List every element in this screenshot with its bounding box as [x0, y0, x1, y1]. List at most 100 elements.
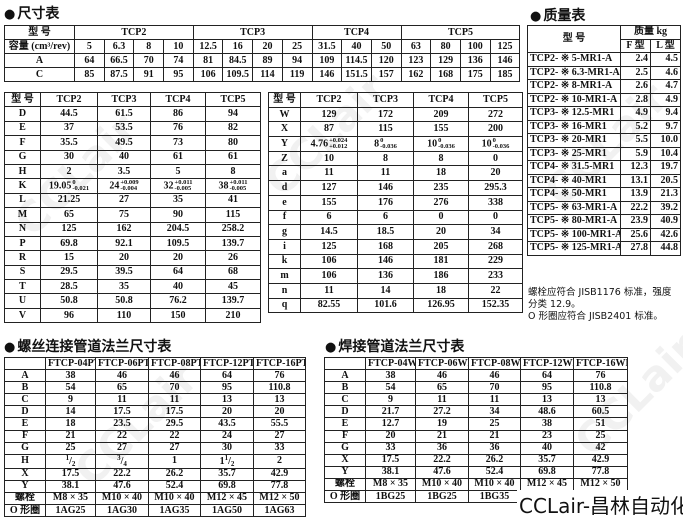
table-cell: 200 [468, 121, 523, 138]
table-cell: M10 × 40 [95, 491, 149, 506]
table-cell: 129 [430, 53, 461, 68]
capacity-value: 63 [400, 39, 432, 54]
row-label: A [4, 53, 75, 68]
table-cell: M8 × 35 [45, 491, 96, 506]
table-row: N 125 162 204.5 258.2 [4, 221, 261, 237]
table-cell: 27 [97, 192, 151, 209]
mass-value: 27.8 [620, 241, 651, 256]
column-header: 型 号 [268, 92, 301, 108]
mass-value: 19.7 [650, 160, 681, 175]
capacity-value: 25 [281, 39, 313, 54]
model-name: TCP2- ※ 10-MR1-A [527, 92, 621, 107]
tolerance-base: 8 [374, 138, 380, 150]
mass-value: 25.6 [620, 227, 651, 242]
table-cell: 13 [253, 393, 306, 407]
tolerance-base: 32 [163, 180, 174, 192]
table-cell: 82 [205, 120, 261, 137]
tolerance-base: 10 [427, 138, 438, 150]
table-cell: 151.5 [341, 67, 372, 82]
dimensions-table-right: 型 号 TCP2 TCP3 TCP4 TCP5 W 129 172 209 272 X 87 115 15… [268, 92, 523, 314]
table-cell: 35 [97, 279, 151, 295]
table-cell: 68 [205, 264, 261, 281]
table-cell: 33 [365, 441, 416, 455]
table-cell: 51 [573, 417, 628, 431]
table-cell: M10 × 40 [468, 477, 521, 492]
row-label: e [268, 194, 301, 211]
header-row: 型 号 TCP2 TCP3 TCP4 TCP5 [4, 25, 521, 40]
table-cell: 24 [200, 429, 254, 443]
table-cell: 22.2 [415, 453, 469, 467]
table-cell: 76.2 [150, 293, 206, 309]
tolerance-upper: 0 [438, 136, 442, 144]
tolerance-lower: -0.036 [492, 142, 510, 150]
table-cell: 87.5 [103, 67, 135, 82]
table-row: P 69.8 92.1 109.5 139.7 [4, 235, 261, 252]
table-cell: 0 [468, 150, 523, 167]
table-row: X 17.5 22.2 26.2 35.7 42.9 [4, 467, 306, 481]
table-cell: 20 [468, 165, 523, 182]
table-cell: 11 [95, 393, 149, 407]
fraction-slash: / [228, 455, 231, 467]
table-cell: 1BG25 [365, 490, 416, 504]
table-row: E 37 53.5 76 82 [4, 120, 261, 137]
l-type-header: L 型 [650, 38, 681, 53]
table-cell: 109.5 [150, 235, 206, 252]
model-name: TCP3- ※ 16-MR1 [527, 119, 621, 134]
table-cell: 80 [205, 135, 261, 151]
table-cell: 36 [415, 441, 469, 455]
bullet-icon: ● [4, 340, 16, 355]
mass-value: 4.9 [650, 92, 681, 107]
table-cell: 186 [413, 268, 469, 284]
tolerance-stack: 0 -0.036 [438, 138, 455, 150]
table-cell: 8 0 -0.036 [357, 136, 414, 152]
row-label: H [4, 163, 41, 180]
table-cell: 95 [520, 381, 574, 395]
table-row: i 125 168 205 268 [268, 238, 523, 255]
table-cell: 65 [95, 381, 149, 395]
table-cell: 139.7 [205, 235, 261, 252]
row-label: m [268, 268, 301, 284]
model-label: 型 号 [4, 25, 75, 40]
thread-flange-title: ● 螺丝连接管道法兰尺寸表 [4, 336, 171, 356]
model-name: TCP2- ※ 5-MR1-A [527, 52, 621, 67]
table-cell: 69.8 [520, 465, 574, 479]
header-row: FTCP-04PT FTCP-06PT FTCP-08PT FTCP-12PT FTCP… [4, 356, 306, 371]
table-cell: 106 [300, 268, 358, 284]
table-cell: 42 [573, 441, 628, 455]
table-cell: 35.7 [520, 453, 574, 467]
mass-value: 13.9 [620, 187, 651, 202]
table-cell: 129 [300, 106, 358, 123]
tolerance-stack: 0 -0.036 [493, 138, 510, 150]
table-cell: 22 [468, 282, 523, 299]
table-cell: 94 [205, 106, 261, 122]
column-header [4, 356, 46, 371]
table-cell: 106 [192, 67, 224, 82]
table-cell: 20 [365, 429, 416, 443]
table-row: H 2 3.5 5 8 [4, 163, 261, 180]
model-name: TCP3- ※ 12.5-MR1 [527, 106, 621, 121]
table-cell: 81 [192, 53, 224, 68]
row-label: a [268, 165, 301, 182]
table-cell: 92.1 [97, 235, 151, 252]
table-cell: 13 [200, 393, 254, 407]
table-cell: 1BG25 [415, 490, 469, 504]
capacity-value: 40 [341, 39, 372, 54]
table-cell: 157 [370, 67, 402, 82]
table-row: Z 10 8 8 0 [268, 150, 523, 167]
table-cell: 25 [45, 441, 96, 455]
row-label: T [4, 279, 41, 295]
tolerance-lower: -0.021 [72, 185, 90, 193]
column-header: TCP4 [150, 91, 206, 108]
table-cell: 1/2 [45, 453, 96, 469]
table-cell: 42.9 [573, 453, 628, 467]
table-cell: 37 [40, 120, 98, 137]
column-header: TCP3 [357, 92, 414, 108]
table-cell: 95 [163, 67, 194, 82]
table-cell: 30 [40, 149, 98, 165]
table-cell: 338 [468, 194, 523, 211]
table-cell: 77.8 [253, 479, 306, 493]
capacity-value: 50 [370, 39, 402, 54]
table-cell: 73 [150, 135, 206, 151]
table-row: G 33 36 36 40 42 [324, 441, 628, 455]
table-cell: 10 0 -0.036 [468, 136, 523, 152]
